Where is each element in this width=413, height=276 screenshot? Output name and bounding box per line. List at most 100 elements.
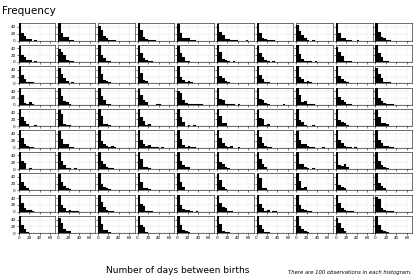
Bar	[346, 104, 349, 105]
Bar	[381, 101, 383, 105]
Bar	[336, 47, 338, 62]
Bar	[64, 101, 66, 105]
Bar	[233, 40, 235, 41]
Bar	[301, 144, 304, 148]
Bar	[264, 103, 267, 105]
Bar	[381, 164, 383, 169]
Bar	[177, 192, 180, 212]
Bar	[114, 147, 116, 148]
Bar	[378, 117, 381, 126]
Bar	[108, 147, 111, 148]
Bar	[19, 87, 21, 105]
Bar	[148, 61, 151, 62]
Bar	[304, 82, 306, 83]
Bar	[103, 36, 106, 41]
Bar	[71, 82, 74, 83]
Bar	[299, 31, 301, 41]
Bar	[26, 124, 29, 126]
Bar	[301, 164, 304, 169]
Bar	[230, 40, 233, 41]
Bar	[66, 81, 69, 83]
Bar	[381, 208, 383, 212]
Bar	[264, 211, 267, 212]
Bar	[262, 38, 264, 41]
Bar	[69, 147, 71, 148]
Bar	[304, 231, 306, 233]
Bar	[375, 197, 378, 212]
Bar	[344, 146, 346, 148]
Bar	[193, 40, 195, 41]
Bar	[145, 146, 148, 148]
Bar	[98, 42, 100, 62]
Bar	[264, 82, 267, 83]
Bar	[138, 172, 140, 190]
Bar	[267, 40, 270, 41]
Bar	[341, 122, 344, 126]
Bar	[304, 167, 306, 169]
Bar	[349, 104, 351, 105]
Bar	[24, 208, 26, 212]
Bar	[338, 203, 341, 212]
Bar	[383, 167, 386, 169]
Bar	[185, 38, 188, 41]
Bar	[306, 168, 309, 169]
Bar	[262, 143, 264, 148]
Bar	[24, 79, 26, 83]
Bar	[225, 208, 227, 212]
Bar	[106, 167, 108, 169]
Bar	[66, 211, 69, 212]
Bar	[219, 52, 222, 62]
Bar	[304, 210, 306, 212]
Bar	[259, 137, 262, 148]
Bar	[304, 187, 306, 190]
Bar	[389, 82, 391, 83]
Bar	[151, 61, 153, 62]
Bar	[138, 89, 140, 105]
Bar	[264, 167, 267, 169]
Bar	[336, 219, 338, 233]
Bar	[338, 76, 341, 83]
Bar	[262, 164, 264, 169]
Bar	[299, 181, 301, 190]
Bar	[180, 161, 183, 169]
Bar	[190, 147, 193, 148]
Bar	[378, 74, 381, 83]
Bar	[143, 227, 145, 233]
Bar	[309, 211, 312, 212]
Bar	[180, 205, 183, 212]
Bar	[180, 139, 183, 148]
Bar	[138, 194, 140, 212]
Bar	[66, 231, 69, 233]
Bar	[312, 168, 315, 169]
Bar	[267, 82, 270, 83]
Bar	[183, 187, 185, 190]
Bar	[227, 211, 230, 212]
Bar	[227, 147, 230, 148]
Bar	[64, 78, 66, 83]
Bar	[195, 104, 198, 105]
Bar	[76, 211, 79, 212]
Bar	[217, 25, 219, 41]
Bar	[58, 131, 61, 148]
Bar	[383, 231, 386, 233]
Bar	[201, 104, 204, 105]
Bar	[180, 225, 183, 233]
Bar	[375, 131, 378, 148]
Bar	[315, 61, 317, 62]
Bar	[267, 232, 270, 233]
Bar	[227, 82, 230, 83]
Bar	[312, 40, 315, 41]
Bar	[233, 61, 235, 62]
Bar	[153, 147, 156, 148]
Bar	[312, 147, 315, 148]
Bar	[26, 104, 29, 105]
Bar	[138, 109, 140, 126]
Bar	[299, 226, 301, 233]
Bar	[304, 61, 306, 62]
Bar	[256, 64, 259, 83]
Bar	[103, 124, 106, 126]
Bar	[219, 99, 222, 105]
Bar	[180, 117, 183, 126]
Bar	[145, 60, 148, 62]
Bar	[190, 211, 193, 212]
